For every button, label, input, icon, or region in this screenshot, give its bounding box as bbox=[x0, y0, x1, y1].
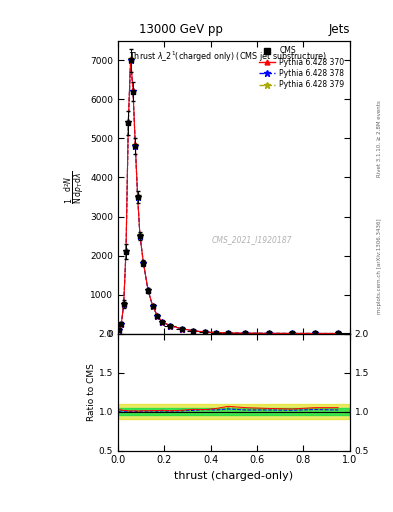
Text: Rivet 3.1.10, ≥ 2.8M events: Rivet 3.1.10, ≥ 2.8M events bbox=[377, 100, 382, 177]
Text: 13000 GeV pp: 13000 GeV pp bbox=[139, 23, 223, 36]
Text: Jets: Jets bbox=[328, 23, 350, 36]
Y-axis label: Ratio to CMS: Ratio to CMS bbox=[87, 363, 96, 421]
Text: Thrust $\lambda\_2^1$(charged only) (CMS jet substructure): Thrust $\lambda\_2^1$(charged only) (CMS… bbox=[129, 50, 328, 64]
Legend: CMS, Pythia 6.428 370, Pythia 6.428 378, Pythia 6.428 379: CMS, Pythia 6.428 370, Pythia 6.428 378,… bbox=[255, 43, 347, 92]
Text: CMS_2021_I1920187: CMS_2021_I1920187 bbox=[212, 236, 293, 244]
X-axis label: thrust (charged-only): thrust (charged-only) bbox=[174, 471, 294, 481]
Y-axis label: $\frac{1}{\mathrm{N}}\frac{\mathrm{d}^2 N}{\mathrm{d}p_T\,\mathrm{d}\lambda}$: $\frac{1}{\mathrm{N}}\frac{\mathrm{d}^2 … bbox=[63, 170, 86, 204]
Text: mcplots.cern.ch [arXiv:1306.3436]: mcplots.cern.ch [arXiv:1306.3436] bbox=[377, 219, 382, 314]
